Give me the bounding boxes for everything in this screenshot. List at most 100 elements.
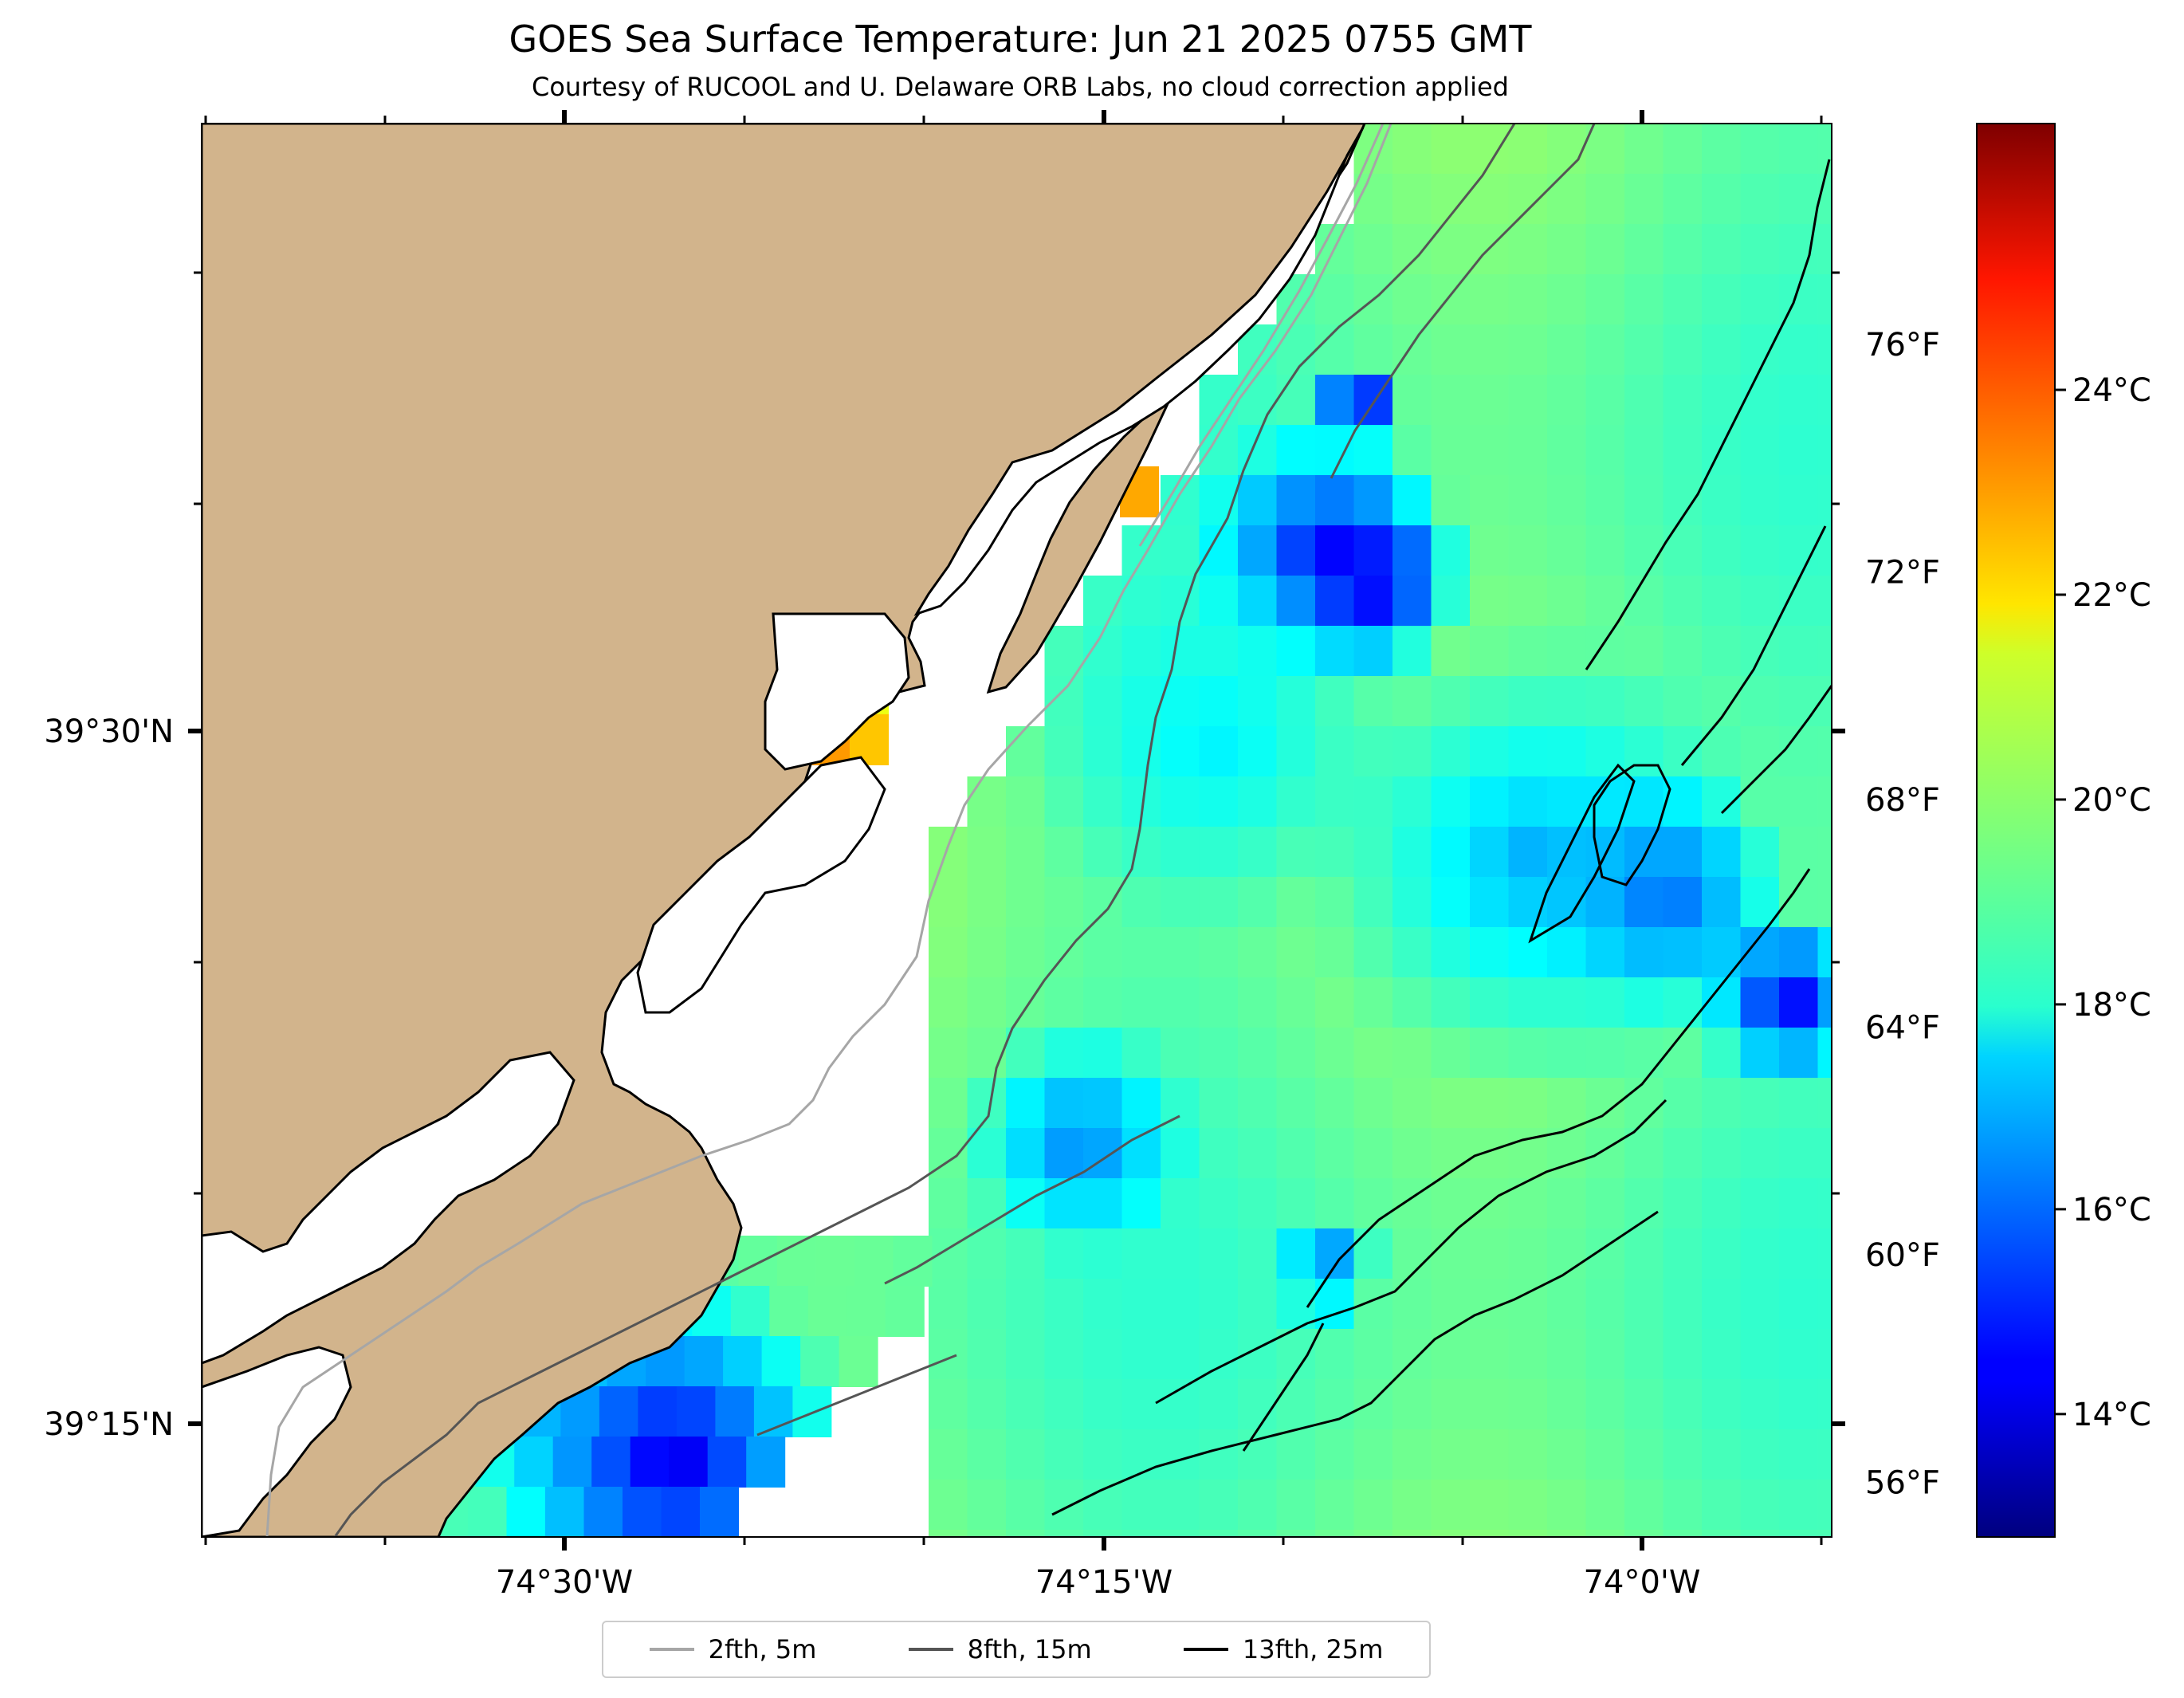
sst-cell: [1663, 1128, 1703, 1179]
sst-cell: [1817, 324, 1832, 375]
celsius-tick-label: 24°C: [2072, 372, 2151, 409]
sst-cell: [1238, 1128, 1278, 1179]
sst-cell: [1431, 877, 1471, 928]
sst-cell: [1624, 1128, 1664, 1179]
sst-cell: [1083, 877, 1123, 928]
sst-cell: [1663, 1078, 1703, 1129]
sst-cell: [1702, 1429, 1742, 1480]
sst-cell: [967, 1530, 1007, 1537]
sst-cell: [1199, 877, 1239, 928]
sst-cell: [1083, 1279, 1123, 1330]
map-subtitle: Courtesy of RUCOOL and U. Delaware ORB L…: [532, 72, 1509, 102]
sst-cell: [1508, 274, 1548, 325]
sst-cell: [1392, 124, 1432, 175]
sst-cell: [1740, 475, 1780, 526]
sst-cell: [1702, 525, 1742, 576]
sst-cell: [1199, 927, 1239, 978]
sst-cell: [506, 1487, 546, 1537]
sst-cell: [715, 1386, 755, 1437]
sst-cell: [1044, 676, 1084, 727]
sst-cell: [1702, 1279, 1742, 1330]
sst-cell: [1817, 1228, 1832, 1279]
sst-cell: [929, 1228, 968, 1279]
sst-cell: [1470, 174, 1510, 225]
sst-cell: [1585, 676, 1625, 727]
sst-cell: [1315, 475, 1355, 526]
sst-cell: [1508, 1480, 1548, 1531]
sst-cell: [1353, 425, 1393, 476]
celsius-tick-label: 22°C: [2072, 577, 2151, 614]
sst-cell: [1740, 1379, 1780, 1430]
sst-cell: [1006, 1228, 1046, 1279]
sst-cell: [1585, 576, 1625, 627]
sst-cell: [1740, 1329, 1780, 1380]
sst-cell: [1470, 1128, 1510, 1179]
sst-cell: [1702, 224, 1742, 275]
sst-cell: [1585, 927, 1625, 978]
sst-cell: [1392, 224, 1432, 275]
sst-cell: [1663, 525, 1703, 576]
sst-cell: [1508, 1329, 1548, 1380]
sst-cell: [1392, 324, 1432, 375]
sst-cell: [854, 1236, 894, 1287]
sst-cell: [1199, 977, 1239, 1028]
sst-cell: [1585, 375, 1625, 426]
sst-cell: [1392, 1228, 1432, 1279]
sst-cell: [967, 927, 1007, 978]
sst-cell: [1353, 927, 1393, 978]
sst-cell: [1740, 626, 1780, 677]
sst-cell: [468, 1487, 507, 1537]
sst-cell: [1315, 1329, 1355, 1380]
sst-cell: [1585, 726, 1625, 777]
sst-cell: [1006, 1480, 1046, 1531]
sst-cell: [514, 1437, 554, 1488]
sst-cell: [1702, 1078, 1742, 1129]
lon-tick-label: 74°15'W: [1035, 1564, 1173, 1601]
sst-cell: [1470, 676, 1510, 727]
sst-cell: [1547, 726, 1587, 777]
sst-cell: [1702, 274, 1742, 325]
sst-cell: [1044, 776, 1084, 827]
sst-cell: [1238, 1530, 1278, 1537]
sst-cell: [1006, 1128, 1046, 1179]
sst-cell: [1315, 676, 1355, 727]
sst-cell: [1470, 1028, 1510, 1079]
sst-cell: [1044, 1128, 1084, 1179]
sst-cell: [1121, 1379, 1161, 1430]
sst-cell: [1779, 124, 1819, 175]
sst-cell: [1624, 877, 1664, 928]
sst-cell: [1161, 1429, 1200, 1480]
sst-cell: [1431, 626, 1471, 677]
sst-cell: [1470, 1228, 1510, 1279]
sst-cell: [1392, 927, 1432, 978]
sst-cell: [967, 877, 1007, 928]
sst-cell: [1431, 726, 1471, 777]
sst-cell: [1624, 1028, 1664, 1079]
sst-cell: [1624, 1279, 1664, 1330]
celsius-tick-label: 14°C: [2072, 1397, 2151, 1433]
sst-cell: [1006, 1329, 1046, 1380]
sst-cell: [1624, 1530, 1664, 1537]
sst-cell: [1702, 425, 1742, 476]
sst-cell: [1585, 274, 1625, 325]
sst-cell: [1431, 324, 1471, 375]
sst-cell: [1353, 224, 1393, 275]
sst-cell: [1276, 676, 1316, 727]
sst-cell: [1702, 375, 1742, 426]
sst-cell: [1740, 224, 1780, 275]
sst-cell: [1740, 676, 1780, 727]
sst-cell: [1044, 626, 1084, 677]
sst-cell: [1624, 124, 1664, 175]
sst-cell: [1083, 1429, 1123, 1480]
sst-cell: [1817, 425, 1832, 476]
sst-cell: [1083, 1178, 1123, 1229]
colorbar-gradient: [1976, 123, 2056, 1538]
sst-cell: [1238, 576, 1278, 627]
sst-cell: [1431, 977, 1471, 1028]
sst-cell: [1817, 877, 1832, 928]
sst-cell: [1779, 726, 1819, 777]
sst-cell: [661, 1487, 701, 1537]
sst-cell: [1585, 1480, 1625, 1531]
sst-cell: [1121, 726, 1161, 777]
sst-cell: [1392, 475, 1432, 526]
